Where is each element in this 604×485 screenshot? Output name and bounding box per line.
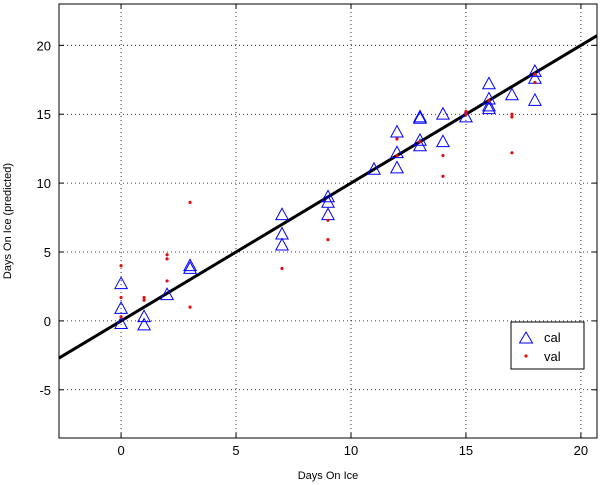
val-point — [441, 153, 445, 158]
data-marks — [114, 63, 542, 331]
cal-point — [412, 132, 427, 146]
val-point — [119, 264, 123, 268]
cal-point — [137, 309, 152, 323]
y-axis-title: Days On Ice (predicted) — [2, 163, 14, 279]
cal-point — [114, 316, 129, 330]
cal-point — [504, 87, 519, 101]
val-point — [142, 295, 146, 300]
val-point — [326, 218, 330, 222]
cal-point — [481, 98, 496, 112]
cal-point — [412, 109, 427, 123]
legend-box — [510, 321, 585, 370]
val-point — [441, 174, 445, 178]
axis-ticks: 0 5 10 15 20 -5 0 5 10 15 20 — [37, 4, 597, 458]
grid — [59, 4, 597, 438]
val-point — [395, 137, 399, 141]
cal-point — [389, 145, 404, 159]
cal-point — [389, 124, 404, 138]
val-point — [119, 295, 123, 300]
plot-frame — [58, 3, 598, 439]
val-point — [165, 257, 169, 261]
cal-point — [435, 134, 450, 148]
cal-point — [160, 287, 175, 301]
val-point — [510, 115, 514, 119]
val-point — [326, 238, 330, 242]
cal-point — [320, 189, 336, 203]
x-tick-label: 0 — [117, 443, 124, 458]
val-point — [510, 112, 514, 116]
cal-point — [114, 276, 129, 290]
val-point — [487, 98, 491, 103]
val-point — [464, 112, 468, 116]
val-point — [533, 72, 537, 76]
cal-point — [137, 317, 152, 331]
val-point — [464, 109, 468, 114]
legend-cal-marker — [518, 331, 534, 344]
cal-point — [275, 207, 290, 221]
val-point — [533, 80, 537, 85]
val-point — [165, 253, 169, 257]
cal-point — [412, 138, 427, 152]
val-point — [280, 266, 284, 271]
val-point — [188, 200, 192, 204]
val-point — [510, 151, 514, 155]
cal-point — [183, 260, 198, 274]
x-tick-label: 20 — [574, 443, 588, 458]
legend-val-label: val — [544, 349, 561, 364]
cal-point — [481, 76, 496, 90]
x-axis-title: Days On Ice — [298, 470, 359, 482]
x-tick-label: 10 — [344, 443, 358, 458]
val-point — [395, 153, 399, 158]
y-tick-label: 15 — [37, 107, 51, 122]
x-tick-label: 15 — [459, 443, 473, 458]
cal-point — [183, 258, 198, 272]
y-tick-label: 5 — [44, 245, 51, 260]
cal-point — [366, 161, 381, 175]
y-tick-label: -5 — [39, 383, 51, 398]
val-point — [188, 305, 192, 309]
legend-cal-label: cal — [544, 330, 561, 345]
x-tick-label: 5 — [232, 443, 239, 458]
cal-point — [527, 92, 542, 106]
y-tick-label: 0 — [44, 314, 51, 329]
cal-point — [114, 300, 129, 314]
cal-point — [412, 110, 427, 124]
legend-val-marker — [524, 354, 528, 358]
cal-point — [389, 160, 404, 174]
cal-point — [458, 109, 473, 123]
val-point — [418, 140, 422, 144]
val-point — [165, 279, 169, 283]
cal-point — [481, 91, 496, 105]
val-point — [142, 298, 146, 302]
cal-point — [527, 63, 542, 77]
y-tick-label: 20 — [37, 38, 51, 53]
cal-point — [481, 101, 496, 115]
cal-point — [435, 106, 450, 120]
legend: cal val — [510, 321, 585, 370]
y-tick-label: 10 — [37, 176, 51, 191]
val-point — [119, 315, 123, 319]
cal-point — [275, 237, 290, 251]
